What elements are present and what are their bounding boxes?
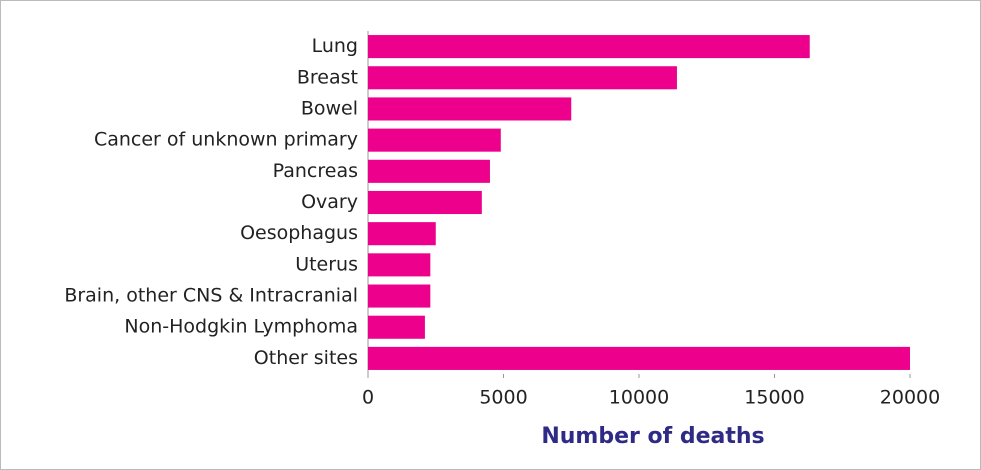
- y-tick-label: Cancer of unknown primary: [94, 129, 358, 151]
- y-tick-label: Pancreas: [273, 160, 358, 182]
- x-axis-label: Number of deaths: [541, 424, 764, 449]
- bar: [368, 190, 482, 215]
- y-tick-label: Bowel: [301, 97, 358, 119]
- y-tick-label: Brain, other CNS & Intracranial: [64, 285, 358, 307]
- x-tick-label: 10000: [609, 387, 669, 409]
- bar: [368, 66, 677, 90]
- bar: [368, 222, 436, 246]
- y-tick-label: Ovary: [301, 191, 358, 213]
- x-tick-label: 0: [362, 387, 374, 409]
- y-tick-label: Oesophagus: [240, 222, 358, 244]
- y-tick-label: Lung: [312, 35, 358, 57]
- y-tick-label: Other sites: [254, 347, 358, 369]
- bar: [368, 128, 501, 152]
- x-tick-label: 15000: [744, 387, 804, 409]
- bar: [368, 346, 910, 370]
- y-tick-label: Breast: [297, 66, 358, 88]
- bar: [368, 35, 810, 59]
- y-tick-label: Non-Hodgkin Lymphoma: [124, 316, 358, 338]
- bar: [368, 284, 431, 308]
- x-tick-label: 5000: [479, 387, 527, 409]
- y-tick-label: Uterus: [295, 253, 358, 275]
- x-tick-label: 20000: [880, 387, 940, 409]
- bar: [368, 315, 425, 339]
- bar: [368, 159, 490, 183]
- bar: [368, 97, 572, 121]
- bar: [368, 253, 431, 277]
